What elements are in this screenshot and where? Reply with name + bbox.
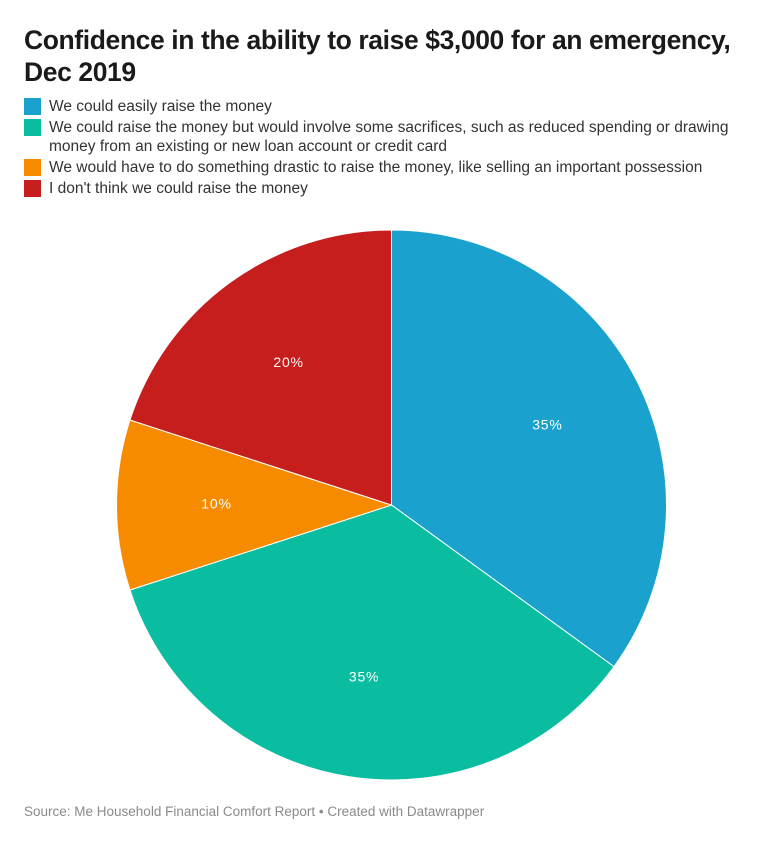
legend-item-cannot: I don't think we could raise the money <box>24 179 764 198</box>
legend: We could easily raise the money We could… <box>24 97 764 200</box>
legend-swatch-cannot <box>24 180 41 197</box>
chart-title: Confidence in the ability to raise $3,00… <box>24 25 731 87</box>
pie-slices <box>116 229 667 781</box>
slice-label-sacrifices: 35% <box>349 669 379 685</box>
legend-item-drastic: We would have to do something drastic to… <box>24 158 764 177</box>
pie-slice-easily <box>391 229 667 668</box>
legend-swatch-sacrifices <box>24 119 41 136</box>
source-note: Source: Me Household Financial Comfort R… <box>24 804 485 819</box>
legend-label-cannot: I don't think we could raise the money <box>49 180 308 197</box>
pie-slice-cannot <box>129 229 392 506</box>
legend-item-sacrifices: We could raise the money but would invol… <box>24 118 764 156</box>
pie-slice-sacrifices <box>129 504 615 781</box>
legend-swatch-easily <box>24 98 41 115</box>
pie-slice-drastic <box>116 419 392 591</box>
slice-label-easily: 35% <box>532 416 562 432</box>
legend-label-sacrifices: We could raise the money but would invol… <box>49 119 729 155</box>
legend-swatch-drastic <box>24 159 41 176</box>
legend-label-easily: We could easily raise the money <box>49 98 272 115</box>
legend-label-drastic: We would have to do something drastic to… <box>49 159 703 176</box>
slice-label-drastic: 10% <box>201 496 231 512</box>
legend-item-easily: We could easily raise the money <box>24 97 764 116</box>
slice-label-cannot: 20% <box>273 354 303 370</box>
pie-labels: 35% 35% 10% 20% <box>201 354 562 684</box>
